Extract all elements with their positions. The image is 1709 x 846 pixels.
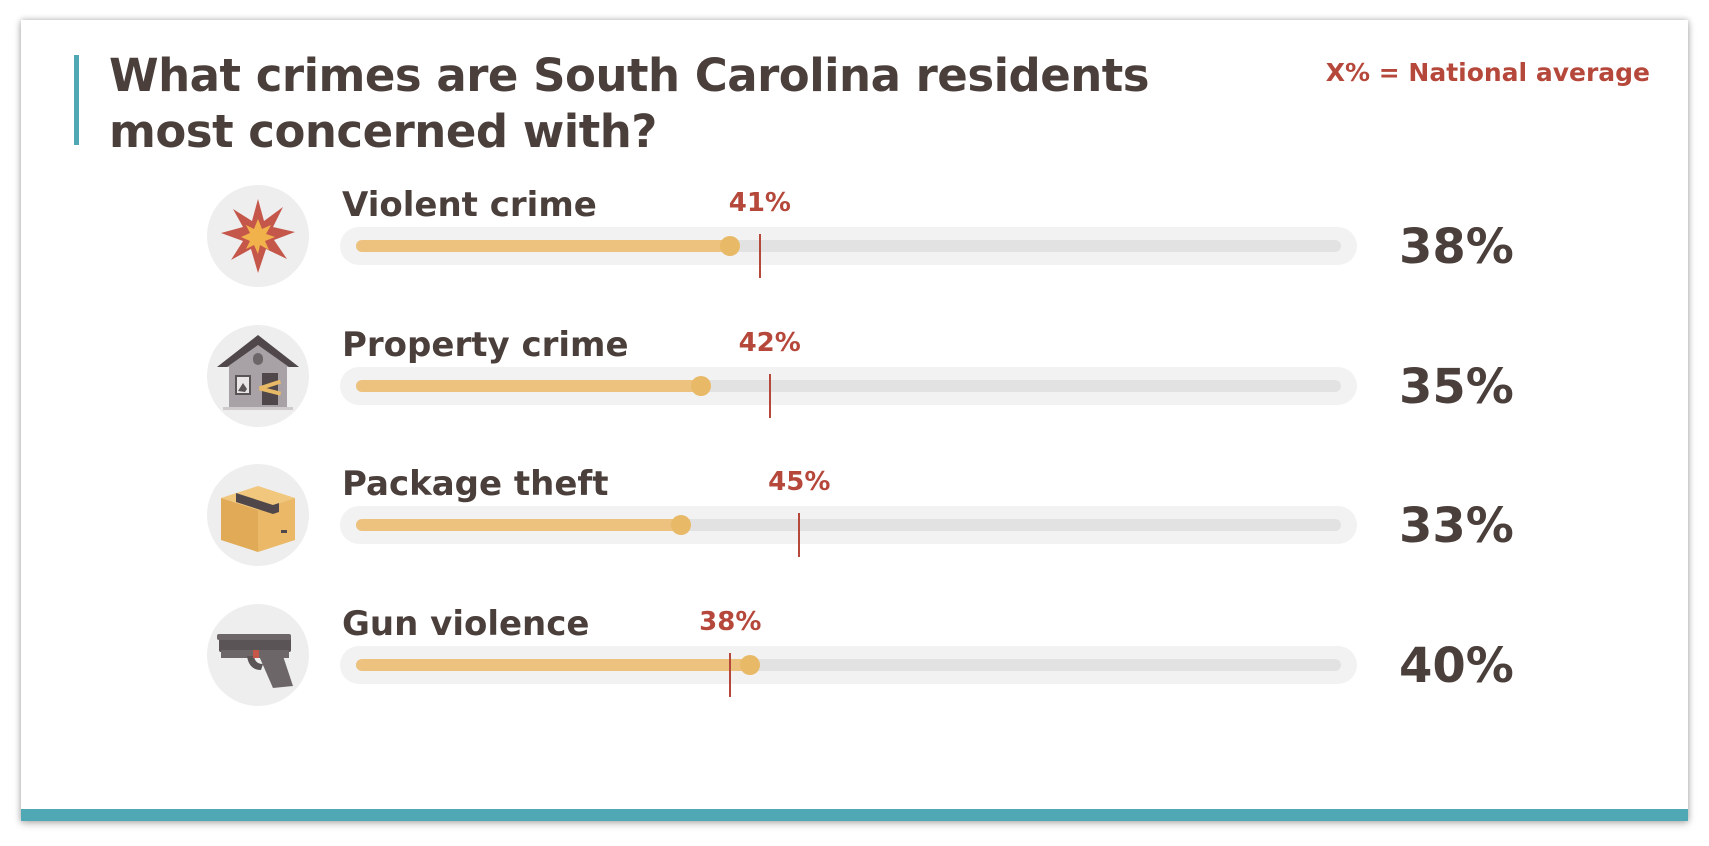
bar-value-label: 40% — [1399, 638, 1514, 694]
bar-row-gun-violence: Gun violence 38% 40% — [21, 604, 1688, 714]
bar-row-property-crime: Property crime 42% 35% — [21, 325, 1688, 435]
bar-track: 42% — [340, 328, 1357, 418]
bar-value-label: 38% — [1399, 219, 1514, 275]
icon-circle — [207, 604, 309, 706]
national-average-label: 38% — [699, 607, 762, 637]
bar-track-inner: 42% — [356, 328, 1341, 418]
bar-fill — [356, 240, 731, 252]
bar-track: 38% — [340, 607, 1357, 697]
bar-row-package-theft: Package theft 45% 33% — [21, 464, 1688, 574]
national-average-marker — [768, 374, 771, 418]
icon-circle — [207, 464, 309, 566]
infographic-card: What crimes are South Carolina residents… — [21, 20, 1688, 821]
bottom-accent-stripe — [21, 809, 1688, 821]
title-accent-bar — [74, 55, 79, 145]
icon-circle — [207, 325, 309, 427]
bar-fill — [356, 659, 750, 671]
national-average-marker — [798, 513, 801, 557]
national-average-marker — [758, 234, 761, 278]
chart-title-line-2: most concerned with? — [109, 105, 657, 158]
bar-track: 41% — [340, 188, 1357, 278]
bar-end-knob — [690, 376, 711, 396]
bar-track-inner: 41% — [356, 188, 1341, 278]
bar-track: 45% — [340, 467, 1357, 557]
category-label: Package theft — [342, 464, 609, 504]
chart-title-line-1: What crimes are South Carolina residents — [109, 49, 1150, 102]
national-average-label: 45% — [768, 467, 831, 497]
category-label: Property crime — [342, 325, 629, 365]
national-average-marker — [729, 653, 732, 697]
national-average-label: 41% — [728, 188, 791, 218]
icon-circle — [207, 185, 309, 287]
category-label: Gun violence — [342, 604, 590, 644]
bar-value-label: 35% — [1399, 359, 1514, 415]
bar-fill — [356, 519, 682, 531]
bar-track-inner: 38% — [356, 607, 1341, 697]
national-average-label: 42% — [738, 328, 801, 358]
bar-end-knob — [720, 236, 741, 256]
bar-track-inner: 45% — [356, 467, 1341, 557]
bar-end-knob — [671, 515, 692, 535]
bar-row-violent-crime: Violent crime 41% 38% — [21, 185, 1688, 295]
legend-national-average: X% = National average — [1325, 58, 1650, 87]
bar-fill — [356, 380, 701, 392]
chart-title: What crimes are South Carolina residents… — [109, 48, 1209, 160]
bar-end-knob — [740, 655, 760, 675]
category-label: Violent crime — [342, 185, 597, 225]
bar-value-label: 33% — [1399, 498, 1514, 554]
